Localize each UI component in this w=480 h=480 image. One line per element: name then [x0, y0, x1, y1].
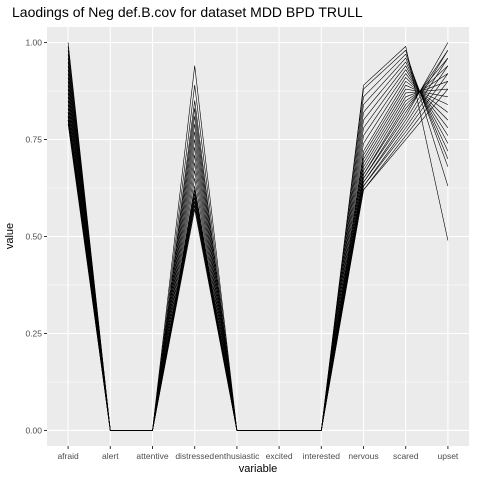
- chart-title: Laodings of Neg def.B.cov for dataset MD…: [12, 4, 363, 20]
- grid-minor: [47, 90, 469, 383]
- x-tick-label: excited: [266, 451, 293, 461]
- series-layer: [67, 42, 449, 431]
- y-tick-label: 0.00: [25, 425, 42, 435]
- y-tick-label: 1.00: [25, 38, 42, 48]
- y-tick-label: 0.75: [25, 135, 42, 145]
- series-line: [67, 88, 449, 431]
- x-tick-label: upset: [438, 451, 459, 461]
- x-tick-label: enthusiastic: [214, 451, 260, 461]
- x-tick-label: attentive: [136, 451, 168, 461]
- x-tick-label: alert: [102, 451, 119, 461]
- y-tick-label: 0.25: [25, 328, 42, 338]
- x-tick-label: nervous: [348, 451, 378, 461]
- x-tick-label: scared: [393, 451, 419, 461]
- y-axis: 0.00 0.25 0.50 0.75 1.00: [25, 38, 47, 435]
- y-tick-label: 0.50: [25, 232, 42, 242]
- x-tick-label: afraid: [57, 451, 79, 461]
- x-tick-label: interested: [303, 451, 341, 461]
- y-axis-label: value: [4, 223, 16, 249]
- x-axis-label: variable: [239, 463, 278, 475]
- x-axis: afraid alert attentive distressed enthusiast…: [57, 446, 459, 461]
- x-tick-label: distressed: [175, 451, 214, 461]
